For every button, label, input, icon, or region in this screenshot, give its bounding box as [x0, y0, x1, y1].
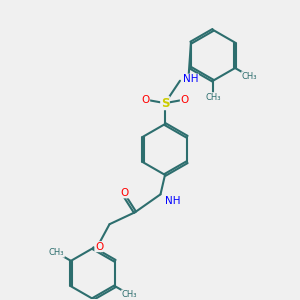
- Text: O: O: [95, 242, 103, 252]
- Text: CH₃: CH₃: [205, 93, 221, 102]
- Text: CH₃: CH₃: [242, 72, 257, 81]
- Text: CH₃: CH₃: [122, 290, 137, 299]
- Text: NH: NH: [165, 196, 181, 206]
- Text: S: S: [161, 97, 169, 110]
- Text: O: O: [120, 188, 129, 198]
- Text: CH₃: CH₃: [49, 248, 64, 257]
- Text: NH: NH: [183, 74, 199, 84]
- Text: O: O: [141, 95, 150, 105]
- Text: O: O: [180, 95, 189, 105]
